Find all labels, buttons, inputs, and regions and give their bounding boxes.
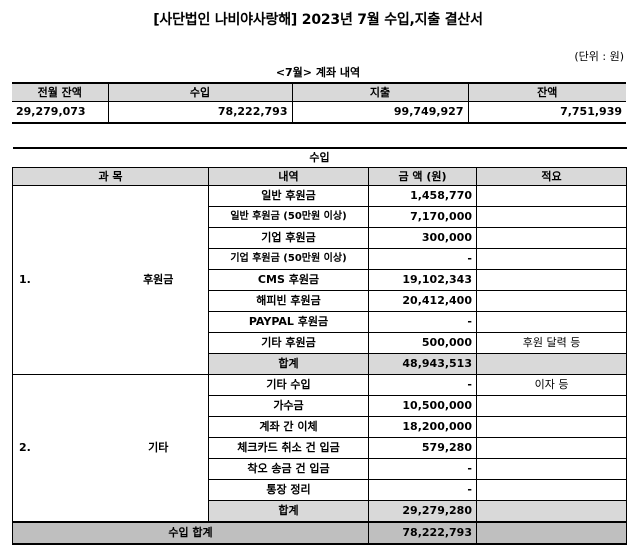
item-amount: 579,280 bbox=[368, 437, 477, 459]
item-amount: - bbox=[368, 374, 477, 396]
table-row: 1. 후원금 일반 후원금 1,458,770 bbox=[12, 185, 628, 375]
item-amount: 1,458,770 bbox=[368, 185, 477, 207]
item-amount: 20,412,400 bbox=[368, 290, 477, 312]
table-row: 체크카드 취소 건 입금 579,280 bbox=[13, 437, 628, 459]
item-note: 후원 달력 등 bbox=[475, 332, 628, 354]
item-note bbox=[475, 311, 628, 333]
item-label: 기타 후원금 bbox=[208, 332, 369, 354]
summary-prev-balance: 29,279,073 bbox=[12, 101, 108, 124]
subtotal-note bbox=[475, 353, 628, 375]
account-heading: <7월> 계좌 내역 bbox=[275, 66, 361, 79]
col-header-subject: 과 목 bbox=[12, 167, 209, 186]
item-label: CMS 후원금 bbox=[208, 269, 369, 291]
subtotal-amount: 48,943,513 bbox=[368, 353, 477, 375]
item-note bbox=[475, 458, 628, 480]
col-header-amount: 금 액 (원) bbox=[368, 167, 477, 186]
item-label: 통장 정리 bbox=[208, 479, 369, 501]
item-label: PAYPAL 후원금 bbox=[208, 311, 369, 333]
item-note bbox=[475, 416, 628, 438]
account-summary-table: 전월 잔액 수입 지출 잔액 29,279,073 78,222,793 99,… bbox=[12, 82, 626, 124]
unit-label: (단위 : 원) bbox=[574, 50, 624, 63]
summary-header-prev-balance: 전월 잔액 bbox=[12, 82, 108, 102]
item-label: 착오 송금 건 입금 bbox=[208, 458, 369, 480]
income-total-row: 수입 합계 78,222,793 bbox=[12, 521, 628, 545]
item-note bbox=[475, 479, 628, 501]
col-header-note: 적요 bbox=[475, 167, 628, 186]
item-note bbox=[475, 248, 628, 270]
item-amount: - bbox=[368, 311, 477, 333]
income-total-note bbox=[475, 521, 628, 545]
income-table: 수입 과 목 내역 금 액 (원) 적요 1. 후원금 일반 후원금 1,458… bbox=[12, 147, 628, 545]
income-total-amount: 78,222,793 bbox=[368, 521, 477, 545]
item-note: 이자 등 bbox=[475, 374, 628, 396]
group-name: 기타 bbox=[108, 374, 209, 523]
table-row: 기타 후원금 500,000 후원 달력 등 bbox=[13, 332, 628, 354]
item-label: 일반 후원금 (50만원 이상) bbox=[208, 206, 369, 228]
item-label: 가수금 bbox=[208, 395, 369, 417]
income-column-header-row: 과 목 내역 금 액 (원) 적요 bbox=[12, 167, 628, 186]
item-note bbox=[475, 227, 628, 249]
item-amount: - bbox=[368, 458, 477, 480]
table-row: 기업 후원금 300,000 bbox=[13, 227, 628, 249]
summary-expense: 99,749,927 bbox=[291, 101, 468, 124]
subtotal-note bbox=[475, 500, 628, 523]
table-row: 기업 후원금 (50만원 이상) - bbox=[13, 248, 628, 270]
table-row: PAYPAL 후원금 - bbox=[13, 311, 628, 333]
item-label: 체크카드 취소 건 입금 bbox=[208, 437, 369, 459]
table-row: 해피빈 후원금 20,412,400 bbox=[13, 290, 628, 312]
item-note bbox=[475, 206, 628, 228]
item-amount: 7,170,000 bbox=[368, 206, 477, 228]
summary-header-row: 전월 잔액 수입 지출 잔액 bbox=[12, 82, 626, 102]
subtotal-label: 합계 bbox=[208, 353, 369, 375]
item-amount: 19,102,343 bbox=[368, 269, 477, 291]
summary-header-expense: 지출 bbox=[291, 82, 468, 102]
subtotal-row: 합계 48,943,513 bbox=[13, 353, 628, 375]
item-note bbox=[475, 437, 628, 459]
item-label: 계좌 간 이체 bbox=[208, 416, 369, 438]
document-title: [사단법인 나비야사랑해] 2023년 7월 수입,지출 결산서 bbox=[153, 12, 483, 28]
table-row: CMS 후원금 19,102,343 bbox=[13, 269, 628, 291]
group-name: 후원금 bbox=[108, 185, 209, 375]
summary-value-row: 29,279,073 78,222,793 99,749,927 7,751,9… bbox=[12, 101, 626, 124]
item-amount: 300,000 bbox=[368, 227, 477, 249]
item-label: 기업 후원금 (50만원 이상) bbox=[208, 248, 369, 270]
item-amount: - bbox=[368, 479, 477, 501]
summary-header-income: 수입 bbox=[107, 82, 292, 102]
item-amount: 500,000 bbox=[368, 332, 477, 354]
item-label: 기타 수입 bbox=[208, 374, 369, 396]
item-note bbox=[475, 290, 628, 312]
table-row: 통장 정리 - bbox=[13, 479, 628, 501]
item-amount: 18,200,000 bbox=[368, 416, 477, 438]
subtotal-amount: 29,279,280 bbox=[368, 500, 477, 523]
group-number: 1. bbox=[12, 185, 109, 375]
summary-balance: 7,751,939 bbox=[467, 101, 626, 124]
subtotal-label: 합계 bbox=[208, 500, 369, 523]
table-row: 일반 후원금 (50만원 이상) 7,170,000 bbox=[13, 206, 628, 228]
summary-header-balance: 잔액 bbox=[467, 82, 626, 102]
item-note bbox=[475, 395, 628, 417]
income-total-label: 수입 합계 bbox=[12, 521, 369, 545]
item-label: 해피빈 후원금 bbox=[208, 290, 369, 312]
item-amount: 10,500,000 bbox=[368, 395, 477, 417]
summary-income: 78,222,793 bbox=[107, 101, 292, 124]
item-amount: - bbox=[368, 248, 477, 270]
table-row: 가수금 10,500,000 bbox=[13, 395, 628, 417]
item-label: 기업 후원금 bbox=[208, 227, 369, 249]
item-label: 일반 후원금 bbox=[208, 185, 369, 207]
income-section-title: 수입 bbox=[12, 147, 627, 168]
income-section-row: 수입 bbox=[12, 147, 627, 168]
table-row: 2. 기타 기타 수입 - 이자 등 bbox=[12, 374, 628, 523]
item-note bbox=[475, 185, 628, 207]
item-note bbox=[475, 269, 628, 291]
group-number: 2. bbox=[12, 374, 109, 523]
col-header-detail: 내역 bbox=[208, 167, 369, 186]
